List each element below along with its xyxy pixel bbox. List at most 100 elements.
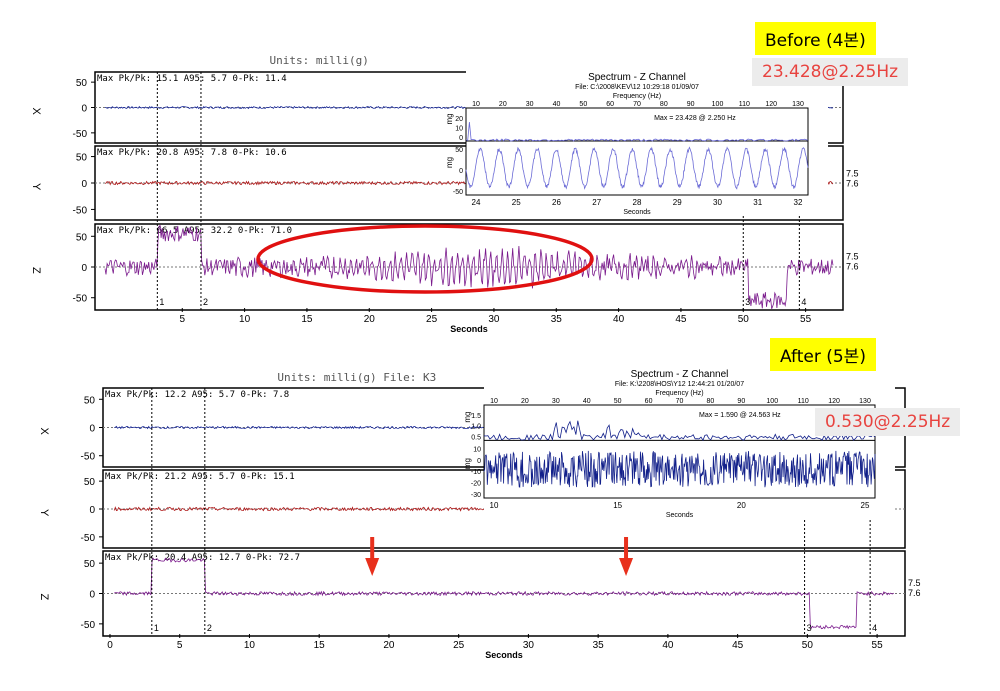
- x-tick-label: 55: [872, 640, 884, 651]
- inset-time-ylabel: mg: [445, 157, 454, 168]
- x-tick-label: 45: [675, 314, 687, 325]
- inset-spec-ylabel: mg: [463, 412, 472, 423]
- x-tick-label: 20: [383, 640, 395, 651]
- inset-time-ytick: 10: [473, 446, 481, 453]
- event-marker-label: 3: [807, 623, 812, 633]
- y-tick-label: -50: [73, 205, 88, 216]
- inset-freq-tick: 110: [739, 101, 750, 108]
- inset-file: File: K:\2208\HOS\Y12 12:44:21 01/20/07: [615, 381, 744, 388]
- before-panel-z: Max Pk/Pk: 66.5 A95: 32.2 0-Pk: 71.0 Z 50 0…: [30, 223, 859, 311]
- after-panel-z: Max Pk/Pk: 20.4 A95: 12.7 0-Pk: 72.7 Z 50 0…: [38, 550, 921, 637]
- y-tick-label: -50: [73, 294, 88, 305]
- x-tick-label: 50: [738, 314, 750, 325]
- inset-spec-ytick: 20: [455, 116, 463, 123]
- x-tick-label: 40: [662, 640, 674, 651]
- inset-time-tick: 27: [592, 198, 601, 207]
- inset-freq-tick: 40: [583, 398, 591, 405]
- inset-freq-tick: 130: [792, 101, 804, 108]
- inset-freq-tick: 100: [712, 101, 724, 108]
- inset-freq-tick: 120: [828, 398, 840, 405]
- x-tick-label: 35: [551, 314, 563, 325]
- inset-time-tick: 15: [613, 501, 622, 510]
- inset-freq-tick: 10: [490, 398, 498, 405]
- x-tick-label: 30: [523, 640, 535, 651]
- inset-freq-tick: 50: [579, 101, 587, 108]
- channel-label: X: [38, 428, 50, 436]
- before-value: 23.428@2.25Hz: [752, 58, 909, 86]
- channel-label: Y: [30, 183, 42, 191]
- right-mark: 7.6: [908, 588, 921, 598]
- inset-time-ytick: -50: [453, 189, 463, 196]
- right-mark: 7.5: [846, 252, 859, 262]
- inset-time-tick: 25: [861, 501, 870, 510]
- event-marker-label: 2: [207, 623, 212, 633]
- inset-max-text: Max = 1.590 @ 24.563 Hz: [699, 412, 781, 419]
- inset-time-ytick: 50: [455, 147, 463, 154]
- after-label: After (5본): [770, 338, 876, 371]
- channel-label: Y: [38, 509, 50, 517]
- y-tick-label: 50: [76, 153, 88, 164]
- y-tick-label: 0: [81, 179, 87, 190]
- red-arrow-head: [619, 558, 634, 576]
- inset-file: File: C:\2008\KEV\12 10:29:18 01/09/07: [575, 84, 699, 91]
- inset-spec-ylabel: mg: [445, 113, 454, 124]
- inset-freq-tick: 70: [633, 101, 641, 108]
- inset-time-tick: 10: [490, 501, 499, 510]
- before-header: Units: milli(g): [270, 54, 369, 67]
- inset-freq-tick: 80: [660, 101, 668, 108]
- inset-freq-tick: 60: [645, 398, 653, 405]
- inset-time-ytick: -30: [471, 492, 481, 499]
- right-mark: 7.6: [846, 262, 859, 272]
- y-tick-label: 50: [76, 232, 88, 243]
- inset-freq-label: Frequency (Hz): [613, 93, 661, 100]
- inset-time-ytick: -20: [471, 481, 481, 488]
- inset-freq-tick: 30: [552, 398, 560, 405]
- inset-freq-tick: 100: [766, 398, 778, 405]
- x-tick-label: 10: [239, 314, 251, 325]
- inset-freq-tick: 20: [499, 101, 507, 108]
- inset-time-tick: 24: [472, 198, 481, 207]
- inset-spec-ytick: 1.5: [471, 413, 481, 420]
- event-marker-label: 2: [203, 297, 208, 307]
- before-label: Before (4본): [755, 22, 876, 55]
- panel-info: Max Pk/Pk: 20.8 A95: 7.8 0-Pk: 10.6: [97, 148, 287, 158]
- after-header: Units: milli(g) File: K3: [277, 371, 436, 384]
- inset-time-ylabel: mg: [463, 458, 472, 469]
- x-axis-label: Seconds: [485, 650, 523, 660]
- panel-info: Max Pk/Pk: 66.5 A95: 32.2 0-Pk: 71.0: [97, 226, 292, 236]
- inset-freq-tick: 20: [521, 398, 529, 405]
- x-tick-label: 20: [364, 314, 376, 325]
- panel-info: Max Pk/Pk: 15.1 A95: 5.7 0-Pk: 11.4: [97, 74, 287, 84]
- event-marker-label: 1: [159, 297, 164, 307]
- inset-freq-tick: 90: [737, 398, 745, 405]
- inset-freq-tick: 50: [614, 398, 622, 405]
- y-tick-label: 50: [84, 559, 96, 570]
- inset-freq-tick: 80: [707, 398, 715, 405]
- inset-time-ytick: 0: [459, 168, 463, 175]
- inset-freq-label: Frequency (Hz): [655, 390, 703, 397]
- inset-freq-tick: 90: [687, 101, 695, 108]
- inset-time-tick: 28: [633, 198, 642, 207]
- inset-spectrum-trace: [465, 121, 809, 142]
- y-tick-label: 50: [84, 477, 96, 488]
- inset-spec-ytick: 0: [459, 135, 463, 142]
- inset-time-tick: 20: [737, 501, 746, 510]
- inset-time-ytick: -10: [471, 469, 481, 476]
- x-tick-label: 50: [802, 640, 814, 651]
- y-tick-label: 50: [76, 78, 88, 89]
- x-tick-label: 35: [593, 640, 605, 651]
- inset-freq-tick: 60: [606, 101, 614, 108]
- signal-trace: [114, 557, 895, 630]
- x-tick-label: 40: [613, 314, 625, 325]
- inset-max-text: Max = 23.428 @ 2.250 Hz: [654, 115, 736, 122]
- right-mark: 7.5: [908, 578, 921, 588]
- x-tick-label: 55: [800, 314, 812, 325]
- panel-info: Max Pk/Pk: 20.4 A95: 12.7 0-Pk: 72.7: [105, 553, 300, 563]
- inset-time-tick: 25: [512, 198, 521, 207]
- inset-freq-tick: 40: [553, 101, 561, 108]
- inset-freq-tick: 120: [765, 101, 777, 108]
- panel-info: Max Pk/Pk: 12.2 A95: 5.7 0-Pk: 7.8: [105, 390, 289, 400]
- inset-time-tick: 32: [794, 198, 803, 207]
- x-tick-label: 5: [177, 640, 183, 651]
